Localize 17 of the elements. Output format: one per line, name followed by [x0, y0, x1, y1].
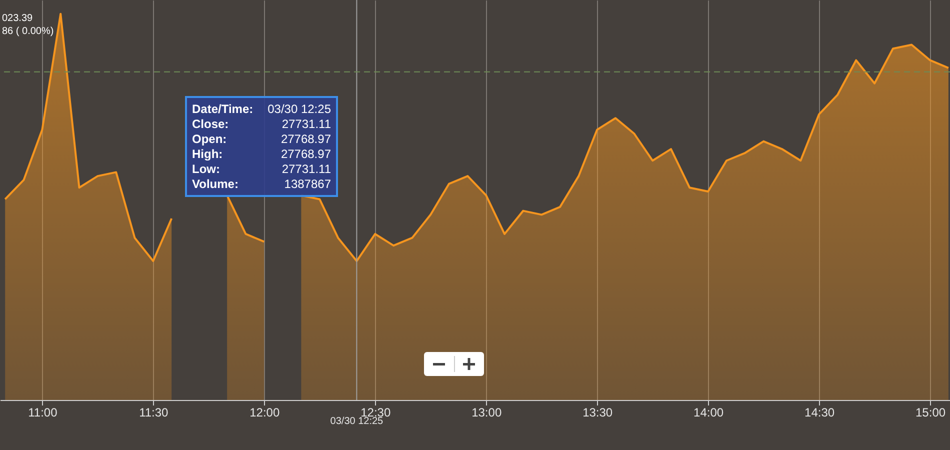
x-tick-label: 15:00: [916, 406, 946, 420]
text: Volume: 1387867: [192, 177, 331, 191]
x-tick-label: 11:00: [28, 406, 58, 420]
text: Close: 27731.11: [192, 117, 331, 131]
text: Open: 27768.97: [192, 132, 331, 146]
x-tick-label: 13:00: [472, 406, 502, 420]
annotation: 86 ( 0.00%): [2, 25, 54, 38]
text: High: 27768.97: [192, 147, 331, 161]
x-tick-label: 11:30: [139, 406, 169, 420]
x-tick-label: 13:30: [582, 406, 613, 420]
x-tick-label: 12:00: [250, 406, 280, 420]
text: Date/Time: 03/30 12:25: [192, 102, 331, 116]
ref-line-label: 03/30 12:25: [330, 416, 384, 427]
x-tick-label: 14:00: [694, 406, 724, 420]
annotation: 023.39: [2, 12, 34, 25]
x-tick-label: 14:30: [804, 406, 835, 420]
text: Low: 27731.11: [192, 162, 331, 176]
